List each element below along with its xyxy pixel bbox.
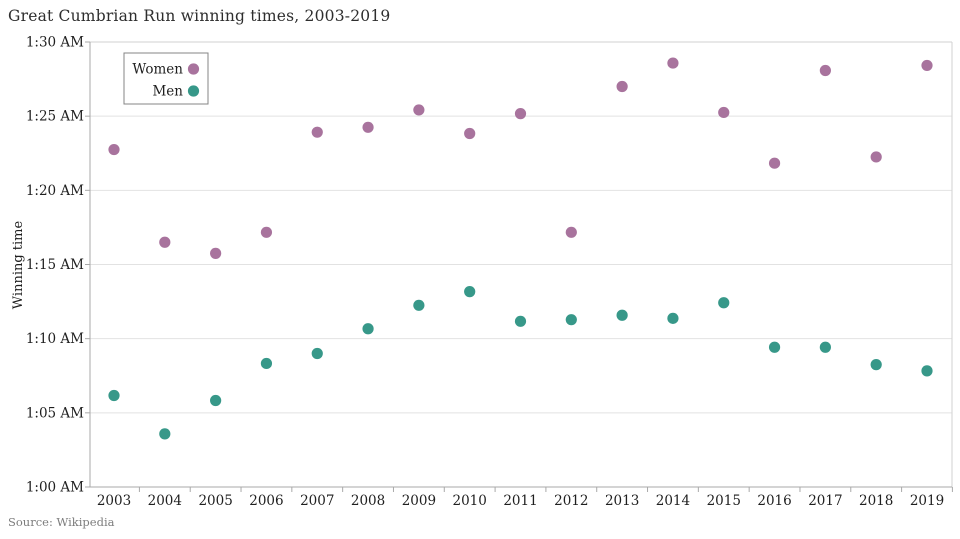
x-tick-label: 2017 bbox=[808, 493, 842, 509]
data-point-women-2012[interactable] bbox=[565, 226, 577, 238]
y-tick-label: 1:20 AM bbox=[26, 183, 84, 199]
x-tick-label: 2019 bbox=[910, 493, 944, 509]
data-point-women-2014[interactable] bbox=[667, 57, 679, 69]
data-point-women-2009[interactable] bbox=[413, 104, 425, 116]
x-tick-label: 2010 bbox=[453, 493, 487, 509]
data-point-women-2007[interactable] bbox=[311, 126, 323, 138]
x-tick-label: 2016 bbox=[757, 493, 791, 509]
x-tick-label: 2011 bbox=[503, 493, 537, 509]
legend-label-women: Women bbox=[132, 62, 183, 78]
data-point-men-2019[interactable] bbox=[921, 365, 933, 377]
x-tick-label: 2005 bbox=[198, 493, 232, 509]
data-point-men-2014[interactable] bbox=[667, 312, 679, 324]
y-tick-label: 1:05 AM bbox=[26, 405, 84, 421]
data-point-men-2007[interactable] bbox=[311, 347, 323, 360]
x-tick-label: 2003 bbox=[97, 493, 131, 509]
data-point-men-2016[interactable] bbox=[768, 341, 781, 353]
data-point-women-2015[interactable] bbox=[718, 106, 730, 119]
data-point-women-2016[interactable] bbox=[768, 157, 781, 169]
data-point-men-2003[interactable] bbox=[108, 389, 120, 402]
data-point-women-2003[interactable] bbox=[108, 143, 120, 156]
data-point-men-2004[interactable] bbox=[159, 428, 171, 440]
x-tick-label: 2006 bbox=[249, 493, 283, 509]
x-tick-label: 2013 bbox=[605, 493, 639, 509]
x-tick-label: 2012 bbox=[554, 493, 588, 509]
x-tick-label: 2014 bbox=[656, 493, 690, 509]
data-point-women-2008[interactable] bbox=[362, 121, 374, 133]
data-point-women-2013[interactable] bbox=[616, 80, 628, 93]
y-axis-title: Winning time bbox=[11, 220, 26, 309]
data-point-men-2012[interactable] bbox=[565, 314, 577, 326]
data-point-women-2004[interactable] bbox=[159, 236, 171, 248]
x-tick-label: 2015 bbox=[707, 493, 741, 509]
x-tick-label: 2008 bbox=[351, 493, 385, 509]
x-tick-label: 2018 bbox=[859, 493, 893, 509]
legend-swatch-men bbox=[187, 85, 200, 97]
legend-swatch-women bbox=[187, 63, 200, 75]
x-tick-label: 2004 bbox=[148, 493, 182, 509]
data-point-men-2006[interactable] bbox=[260, 357, 273, 370]
data-point-men-2015[interactable] bbox=[718, 297, 730, 309]
data-point-women-2005[interactable] bbox=[210, 247, 222, 259]
data-point-men-2013[interactable] bbox=[616, 309, 628, 321]
y-tick-label: 1:00 AM bbox=[26, 480, 84, 496]
data-point-men-2011[interactable] bbox=[514, 315, 527, 327]
data-point-men-2008[interactable] bbox=[362, 323, 374, 335]
data-point-men-2009[interactable] bbox=[413, 299, 425, 311]
data-point-men-2017[interactable] bbox=[819, 341, 831, 353]
data-point-women-2018[interactable] bbox=[870, 151, 882, 163]
y-tick-label: 1:30 AM bbox=[26, 35, 84, 51]
source-attribution: Source: Wikipedia bbox=[8, 515, 115, 529]
y-tick-label: 1:10 AM bbox=[26, 331, 84, 347]
data-point-men-2010[interactable] bbox=[464, 286, 476, 298]
data-point-women-2019[interactable] bbox=[921, 59, 933, 72]
data-point-women-2006[interactable] bbox=[260, 226, 273, 238]
data-point-women-2010[interactable] bbox=[464, 127, 476, 140]
x-tick-label: 2007 bbox=[300, 493, 334, 509]
legend-label-men: Men bbox=[152, 84, 183, 100]
data-point-women-2011[interactable] bbox=[514, 108, 527, 120]
chart-title: Great Cumbrian Run winning times, 2003-2… bbox=[8, 7, 391, 25]
y-tick-label: 1:15 AM bbox=[26, 257, 84, 273]
data-point-men-2005[interactable] bbox=[210, 394, 222, 407]
data-point-men-2018[interactable] bbox=[870, 359, 882, 371]
data-point-women-2017[interactable] bbox=[819, 64, 831, 77]
x-tick-label: 2009 bbox=[402, 493, 436, 509]
y-tick-label: 1:25 AM bbox=[26, 109, 84, 125]
